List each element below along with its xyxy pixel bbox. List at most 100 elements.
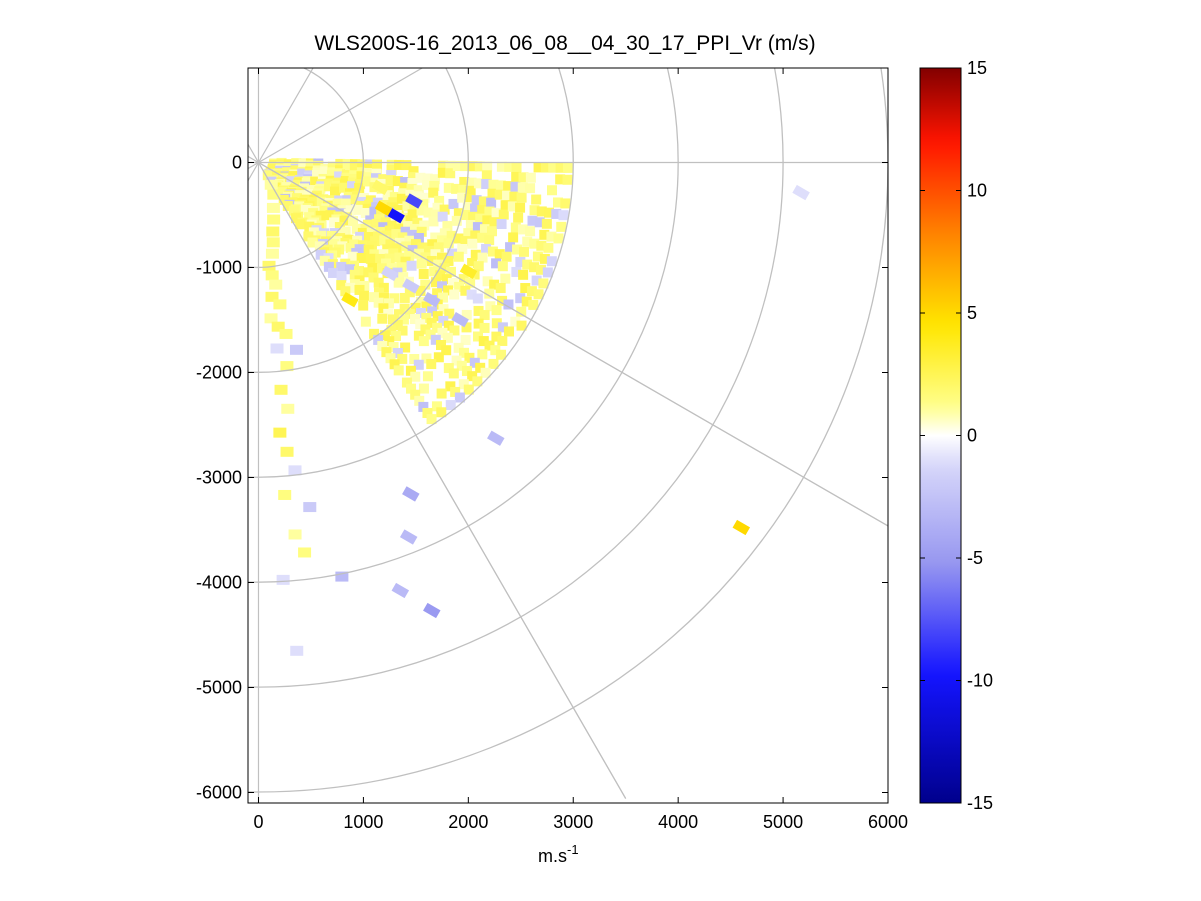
ppi-cell [427,239,438,250]
ppi-cell [354,204,365,215]
ppi-cell [488,358,499,369]
ppi-cell [326,170,337,181]
ppi-cell [413,185,424,196]
ppi-cell [423,292,441,308]
x-tick-label: 6000 [868,812,908,832]
ppi-cell [378,292,389,303]
ppi-cell [540,162,551,173]
ppi-cell [536,240,547,251]
ppi-cell [271,321,285,332]
ppi-cell [404,250,415,261]
ppi-cell [436,252,447,263]
ppi-cell [526,286,537,297]
ppi-cell [412,217,423,228]
ppi-cell [279,328,293,339]
ppi-cell [459,176,470,187]
ppi-cell [319,255,330,266]
ppi-cell [438,304,449,315]
ppi-cell [495,180,506,191]
ppi-cell [345,243,356,254]
ppi-cell [280,446,294,457]
ppi-cell [465,220,476,231]
ppi-cell [472,222,483,233]
ppi-cell [315,249,326,260]
colorbar-tick-label: 5 [967,303,977,323]
ppi-cell [435,340,446,351]
ppi-cell [278,194,289,205]
ppi-cell [387,208,405,224]
ppi-cell [422,408,433,419]
ppi-cell [363,232,374,243]
ppi-cell [458,379,469,390]
ppi-cell [515,256,526,267]
ppi-cell [407,229,418,240]
ppi-cell [373,334,384,345]
ppi-cell [408,172,419,183]
x-axis: 0 1000 2000 3000 4000 5000 6000 [253,68,908,832]
colorbar-tick-label: 0 [967,426,977,446]
ppi-cell [491,258,502,269]
ppi-cell [433,352,444,363]
ppi-cell [418,336,429,347]
ppi-cell [369,206,380,217]
ppi-cell [505,242,516,253]
ppi-cell [463,384,474,395]
ppi-cell [458,274,469,285]
ppi-cell [401,241,412,252]
ppi-cell [295,219,306,230]
ppi-cell [430,277,441,288]
y-tick-label: -3000 [196,468,242,488]
azimuth-spoke [248,155,259,164]
x-tick-label: 2000 [448,812,488,832]
ppi-cell [393,365,404,376]
colorbar-tick-label: -15 [967,793,993,813]
ppi-cell [491,318,502,329]
ppi-cell [521,296,532,307]
ppi-cell [431,401,442,412]
ppi-cell [354,284,365,295]
ppi-cell [400,226,411,237]
ppi-cell [544,207,555,218]
ppi-cell [435,270,446,281]
ppi-cell [437,281,448,292]
ppi-cell [450,386,461,397]
ppi-cell [516,192,527,203]
ppi-cell [494,249,505,260]
ppi-cell [451,183,462,194]
ppi-cell [442,221,453,232]
ppi-cell [491,305,502,316]
ppi-cell [465,277,476,288]
ppi-cell [543,242,554,253]
ppi-cell [381,347,392,358]
colorbar-ticks: 15 10 5 0 -5 -10 -15 [920,58,993,813]
ppi-cell [407,178,418,189]
ppi-cell [445,266,456,277]
ppi-cell [445,168,456,179]
ppi-cell [351,223,362,234]
ppi-cell [416,296,427,307]
ppi-cell [396,193,407,204]
ppi-cell [484,288,495,299]
ppi-cell [494,189,505,200]
ppi-cell [396,262,407,273]
ppi-cell [453,208,464,219]
ppi-cell [401,160,412,171]
ppi-cell [546,256,557,267]
ppi-cell [531,275,542,286]
x-tick-label: 1000 [343,812,383,832]
ppi-cell [350,194,361,205]
ppi-cell [427,306,438,317]
azimuth-spoke [248,143,260,163]
ppi-cell [510,181,521,192]
ppi-cell [373,287,384,298]
ppi-cell [339,215,350,226]
ppi-cell [265,270,279,281]
ppi-cell [363,176,374,187]
ppi-cell [316,196,327,207]
y-tick-label: -4000 [196,573,242,593]
ppi-cell [436,407,447,418]
ppi-cell [340,198,351,209]
ppi-cell [531,194,542,205]
ppi-cell [389,191,400,202]
ppi-cell [553,197,564,208]
